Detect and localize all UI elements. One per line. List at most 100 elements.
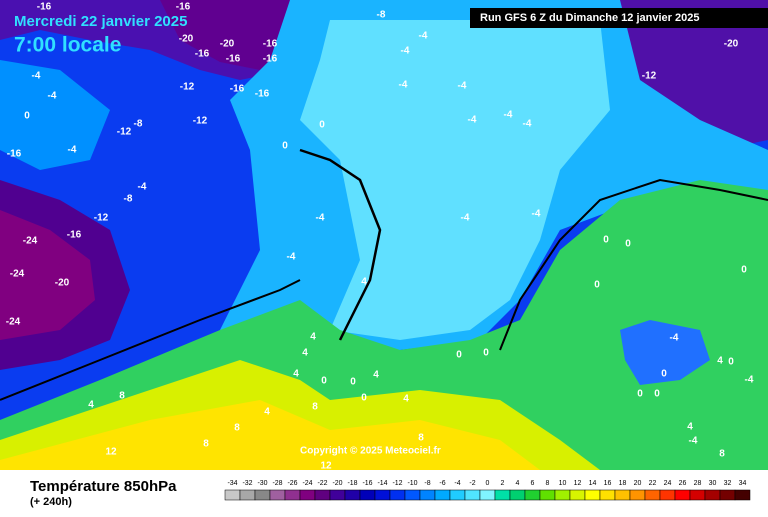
legend-label: -32 (242, 480, 252, 487)
contour-label: -4 (532, 209, 541, 220)
legend-label: -24 (302, 480, 312, 487)
contour-label: 8 (418, 433, 424, 444)
contour-label: -4 (138, 182, 147, 193)
legend-label: -26 (287, 480, 297, 487)
legend-swatch (659, 489, 676, 501)
legend-swatch (524, 489, 541, 501)
legend-swatch (224, 489, 241, 501)
legend-label: 0 (486, 480, 490, 487)
legend-swatch (254, 489, 271, 501)
legend-swatch (614, 489, 631, 501)
contour-label: -4 (316, 213, 325, 224)
contour-label: -4 (458, 81, 467, 92)
legend-label: -30 (257, 480, 267, 487)
legend-label: -28 (272, 480, 282, 487)
contour-label: -16 (255, 89, 270, 100)
contour-label: -4 (32, 71, 41, 82)
legend-swatch (404, 489, 421, 501)
legend-label: -2 (469, 480, 475, 487)
contour-label: -20 (220, 39, 235, 50)
warm-region (0, 400, 540, 470)
contour (0, 279, 301, 401)
contour-label: -24 (10, 269, 25, 280)
run-box (470, 8, 768, 28)
legend-swatch (494, 489, 511, 501)
contour-label: -16 (37, 2, 52, 13)
legend-label: -22 (317, 480, 327, 487)
contour-label: -4 (670, 333, 679, 344)
contour-label: -16 (263, 54, 278, 65)
contour-label: -20 (55, 278, 70, 289)
contour-label: -8 (377, 10, 386, 21)
contour-label: -16 (263, 39, 278, 50)
legend-swatch (239, 489, 256, 501)
contour-label: 8 (203, 439, 209, 450)
forecast-date: Mercredi 22 janvier 2025 (14, 13, 187, 30)
legend-label: 24 (664, 480, 672, 487)
contour-label: -16 (195, 49, 210, 60)
legend-swatch (674, 489, 691, 501)
contour-label: 8 (234, 423, 240, 434)
legend-swatch (299, 489, 316, 501)
contour-label: -8 (124, 194, 133, 205)
contour-label: 0 (637, 389, 643, 400)
contour-label: 4 (310, 332, 316, 343)
contour-label: 4 (264, 407, 270, 418)
contour-label: 0 (625, 239, 631, 250)
legend-swatch (599, 489, 616, 501)
contour-label: 4 (687, 422, 693, 433)
legend-swatch (359, 489, 376, 501)
lead-time: (+ 240h) (30, 496, 72, 508)
contour-label: 8 (119, 391, 125, 402)
contour-label: 4 (373, 370, 379, 381)
contour-label: -4 (399, 80, 408, 91)
legend-label: -16 (362, 480, 372, 487)
contour-label: -16 (230, 84, 245, 95)
legend-swatch (374, 489, 391, 501)
contour-label: 4 (403, 394, 409, 405)
contour-label: 0 (728, 357, 734, 368)
field-title: Température 850hPa (30, 478, 177, 495)
contour-label: 4 (88, 400, 94, 411)
legend-label: -8 (424, 480, 430, 487)
contour-label: -8 (134, 119, 143, 130)
legend-label: -20 (332, 480, 342, 487)
legend-swatch (284, 489, 301, 501)
cold-region (600, 0, 768, 150)
contour-label: -12 (193, 116, 208, 127)
contour-label: -16 (67, 230, 82, 241)
contour-label: 4 (302, 348, 308, 359)
contour-label: 0 (282, 141, 288, 152)
contour-label: 0 (24, 111, 30, 122)
run-info: Run GFS 6 Z du Dimanche 12 janvier 2025 (480, 12, 699, 24)
legend-label: 4 (516, 480, 520, 487)
legend-label: 34 (739, 480, 747, 487)
contour-label: -4 (68, 145, 77, 156)
legend-swatch (329, 489, 346, 501)
forecast-time: 7:00 locale (14, 34, 121, 57)
legend-swatch (554, 489, 571, 501)
contour-label: 4 (717, 356, 723, 367)
legend-label: 10 (559, 480, 567, 487)
contour-label: -4 (287, 252, 296, 263)
legend-label: 32 (724, 480, 732, 487)
contour-label: 0 (654, 389, 660, 400)
mild-region (300, 20, 610, 340)
legend-swatch (479, 489, 496, 501)
legend-label: 22 (649, 480, 657, 487)
contour-label: 0 (741, 265, 747, 276)
contour-label: 0 (361, 393, 367, 404)
legend-label: -14 (377, 480, 387, 487)
contour-label: 0 (350, 377, 356, 388)
legend-swatch (389, 489, 406, 501)
contour-label: -16 (226, 54, 241, 65)
legend-swatch (629, 489, 646, 501)
contour-label: 0 (661, 369, 667, 380)
contour-label: 4 (293, 369, 299, 380)
legend-label: 16 (604, 480, 612, 487)
contour-label: 12 (105, 447, 117, 458)
contour-label: -4 (745, 375, 754, 386)
contour-label: 0 (594, 280, 600, 291)
contour-label: 0 (483, 348, 489, 359)
contour-label: -20 (179, 34, 194, 45)
